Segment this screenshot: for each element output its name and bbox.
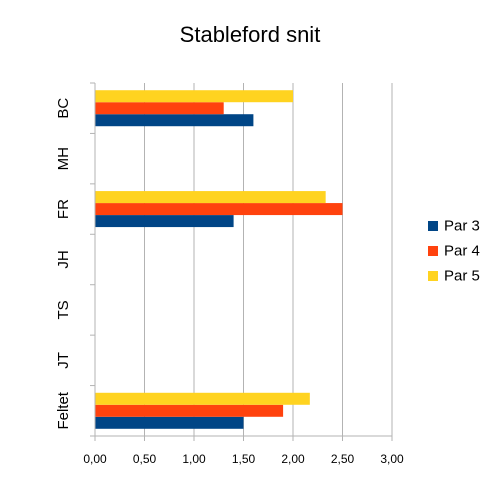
x-tick-label: 1,50 (232, 452, 256, 466)
category-label: MH (55, 147, 72, 170)
x-tick-label: 2,00 (281, 452, 305, 466)
category-label: JT (55, 352, 72, 369)
bar-par-4 (95, 404, 284, 417)
category-label: BC (55, 98, 72, 119)
bar-par-5 (95, 191, 326, 204)
category-label: Feltet (55, 391, 72, 429)
legend-item: Par 5 (428, 263, 480, 288)
legend-swatch (428, 221, 438, 232)
bar-par-4 (95, 203, 343, 216)
legend-label: Par 4 (444, 242, 480, 260)
legend-label: Par 3 (444, 217, 480, 235)
chart-legend: Par 3 Par 4 Par 5 (428, 213, 480, 288)
bar-par-4 (95, 102, 224, 115)
category-label: JH (55, 250, 72, 268)
bar-par-5 (95, 392, 310, 405)
category-label: FR (55, 199, 72, 219)
legend-swatch (428, 271, 438, 282)
category-label: TS (55, 300, 72, 319)
bar-par-3 (95, 114, 254, 127)
chart-title: Stableford snit (179, 22, 321, 47)
legend-item: Par 3 (428, 213, 480, 238)
bar-par-5 (95, 90, 293, 103)
x-tick-label: 1,00 (182, 452, 206, 466)
legend-swatch (428, 246, 438, 257)
legend-label: Par 5 (444, 267, 480, 285)
x-tick-label: 0,00 (83, 452, 107, 466)
bar-par-3 (95, 416, 244, 429)
x-tick-label: 3,00 (380, 452, 404, 466)
x-tick-label: 0,50 (133, 452, 157, 466)
bar-par-3 (95, 215, 234, 228)
x-tick-label: 2,50 (331, 452, 355, 466)
legend-item: Par 4 (428, 238, 480, 263)
